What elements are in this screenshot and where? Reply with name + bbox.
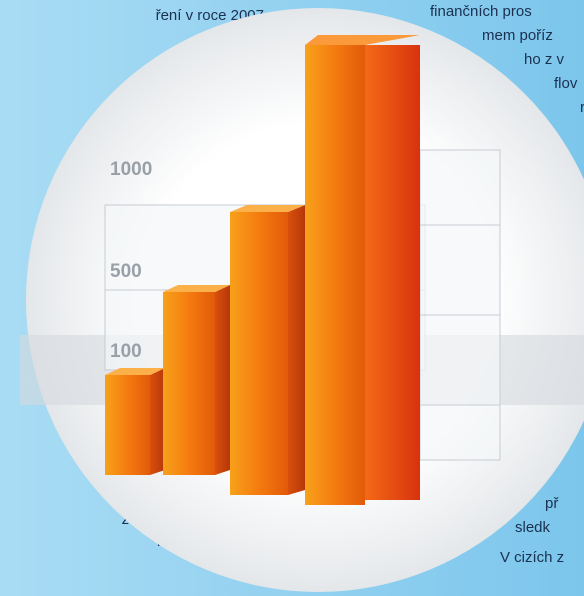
axis-label: 500 (110, 261, 142, 282)
axis-label: 1000 (110, 159, 152, 180)
text-line: př (545, 495, 559, 512)
page: {"left_text":{"top":["ření v roce 2007",… (0, 0, 584, 596)
text-line: ho z v (524, 51, 565, 68)
text-line: r (580, 99, 584, 116)
scene: ření v roce 2007st tržeb zasledkuaže-mpř… (0, 0, 584, 596)
text-line: finančních pros (430, 3, 532, 20)
text-line: mem poříz (482, 27, 553, 44)
axis-label: 100 (110, 341, 142, 362)
text-line: sledk (515, 519, 551, 536)
text-line: flov (554, 75, 578, 92)
text-line: V cizích z (500, 549, 564, 566)
